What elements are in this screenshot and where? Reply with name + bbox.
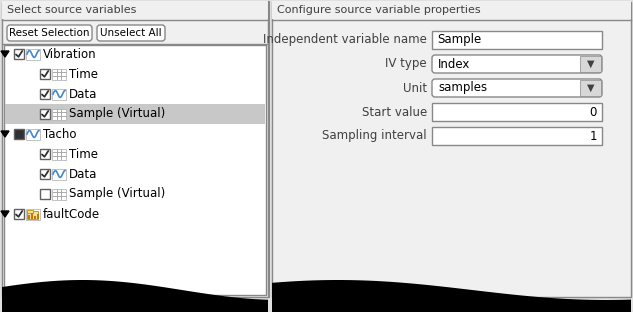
FancyBboxPatch shape	[432, 79, 602, 97]
Text: 0: 0	[589, 105, 597, 119]
Text: 1: 1	[589, 129, 597, 143]
Text: Data: Data	[69, 87, 97, 100]
Bar	[37, 213, 39, 218]
Text: Unit: Unit	[403, 81, 427, 95]
Text: IV type: IV type	[385, 57, 427, 71]
Bar	[272, 1, 631, 19]
Bar	[14, 209, 24, 219]
Bar	[40, 149, 50, 159]
Text: Sample (Virtual): Sample (Virtual)	[69, 188, 165, 201]
Bar	[40, 169, 50, 179]
Bar	[5, 104, 265, 124]
Polygon shape	[1, 131, 9, 137]
Bar	[52, 89, 66, 100]
Polygon shape	[1, 211, 9, 217]
Bar	[432, 31, 602, 49]
Text: faultCode: faultCode	[43, 207, 100, 221]
Text: Time: Time	[69, 148, 98, 160]
Text: Sample: Sample	[437, 33, 481, 46]
Bar	[2, 2, 268, 297]
Bar	[14, 49, 24, 59]
Text: Sample (Virtual): Sample (Virtual)	[69, 108, 165, 120]
Text: Start value: Start value	[361, 105, 427, 119]
Text: Unselect All: Unselect All	[100, 28, 162, 38]
Bar	[52, 69, 66, 80]
Bar	[580, 80, 601, 96]
Bar	[272, 2, 631, 297]
FancyBboxPatch shape	[432, 55, 602, 73]
Bar	[52, 188, 66, 199]
Bar	[40, 69, 50, 79]
FancyBboxPatch shape	[97, 25, 165, 41]
Bar	[432, 127, 602, 145]
Bar	[432, 103, 602, 121]
Bar	[26, 129, 40, 139]
Bar	[52, 149, 66, 159]
Bar	[26, 208, 40, 220]
Bar	[34, 216, 36, 218]
Text: Reset Selection: Reset Selection	[9, 28, 89, 38]
Bar	[40, 189, 50, 199]
Text: Data: Data	[69, 168, 97, 181]
Text: ▼: ▼	[587, 59, 595, 69]
Polygon shape	[1, 51, 9, 57]
Bar	[40, 109, 50, 119]
Text: Tacho: Tacho	[43, 128, 77, 140]
Text: Configure source variable properties: Configure source variable properties	[277, 5, 480, 15]
Text: Index: Index	[438, 57, 470, 71]
Text: Vibration: Vibration	[43, 47, 97, 61]
Text: Select source variables: Select source variables	[7, 5, 136, 15]
Bar	[52, 109, 66, 119]
Bar	[52, 168, 66, 179]
FancyBboxPatch shape	[7, 25, 92, 41]
Bar	[14, 129, 24, 139]
Bar	[27, 211, 38, 218]
Bar	[27, 209, 32, 212]
Bar	[2, 1, 268, 19]
Bar	[580, 56, 601, 72]
Polygon shape	[272, 280, 631, 312]
Text: Sampling interval: Sampling interval	[322, 129, 427, 143]
Bar	[26, 48, 40, 60]
Bar	[28, 215, 30, 218]
Text: Time: Time	[69, 67, 98, 80]
Bar	[31, 212, 33, 218]
Text: samples: samples	[438, 81, 487, 95]
Bar	[40, 89, 50, 99]
Polygon shape	[2, 280, 268, 312]
Text: ▼: ▼	[587, 83, 595, 93]
Text: Independent variable name: Independent variable name	[263, 33, 427, 46]
Bar	[4, 45, 266, 295]
